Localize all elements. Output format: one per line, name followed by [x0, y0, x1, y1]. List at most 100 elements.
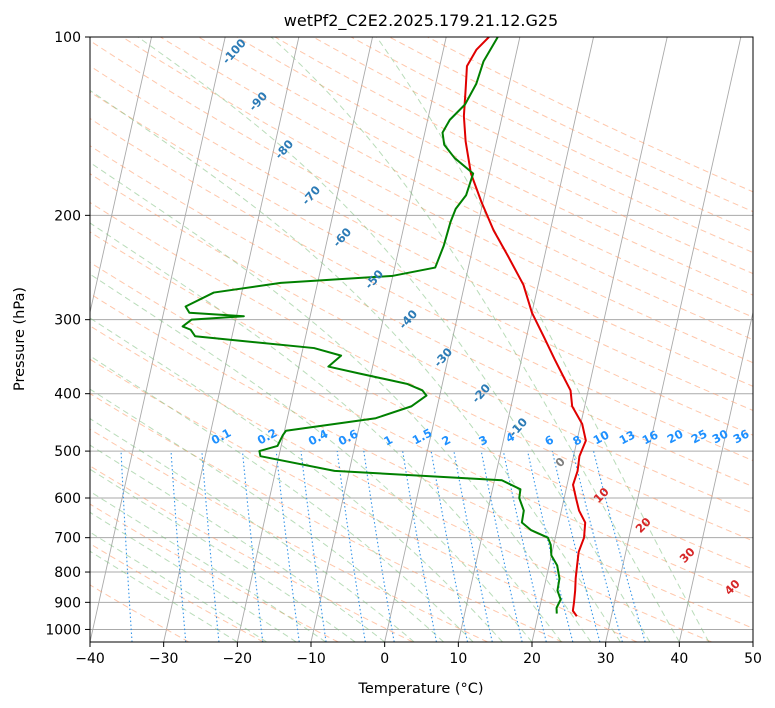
dry-adiabat [90, 465, 414, 642]
x-tick-label: 30 [597, 651, 615, 667]
y-tick-label: 500 [54, 444, 81, 460]
isotherm--40 [90, 37, 226, 642]
isotherm-10 [457, 37, 594, 642]
moist-adiabat-label: 40 [722, 577, 743, 598]
isotherm--20 [236, 37, 373, 642]
y-tick-label: 200 [54, 208, 81, 224]
mixing-ratio-label: 25 [689, 427, 710, 447]
chart-title: wetPf2_C2E2.2025.179.21.12.G25 [284, 11, 558, 31]
isotherm-30 [605, 37, 742, 642]
dry-adiabat-lines [90, 37, 753, 642]
inline-line-labels: -100-90-80-70-60-50-40-30-20-100.1 0.2 0.4… [209, 36, 752, 598]
moist-adiabat [270, 37, 680, 642]
moist-adiabat [90, 468, 356, 642]
moist-adiabat [376, 37, 710, 642]
dry-adiabat [90, 173, 753, 514]
dry-adiabat-label: -90 [246, 89, 270, 114]
mixing-ratio-label: 1.5 [410, 426, 435, 448]
y-tick-label: 800 [54, 565, 81, 581]
dry-adiabat [90, 584, 190, 642]
moist-adiabat [90, 418, 415, 642]
dry-adiabat [90, 201, 753, 542]
dry-adiabat-label: -40 [396, 307, 420, 332]
isotherm-0 [384, 37, 521, 642]
x-tick-label: −40 [75, 651, 105, 667]
isobar-gridlines [90, 37, 753, 630]
dry-adiabat [90, 428, 488, 642]
mixing-ratio-label: 3 [476, 432, 490, 448]
mixing-ratio-label: 0.4 [306, 427, 331, 449]
mixing-ratio-label: 1 [381, 432, 395, 448]
moist-adiabat [90, 388, 444, 642]
sounding-series [181, 37, 587, 617]
moist-adiabat [90, 89, 621, 642]
mixing-ratio-line [502, 450, 547, 642]
y-tick-label: 1000 [45, 622, 81, 638]
dry-adiabat [90, 293, 753, 629]
moist-adiabat-label: 30 [677, 545, 698, 566]
mixing-ratio-lines [120, 450, 646, 642]
dry-adiabat [90, 65, 753, 411]
moist-adiabat [90, 273, 533, 642]
mixing-ratio-line [551, 450, 601, 642]
mixing-ratio-line [201, 451, 220, 642]
mixing-ratio-line [275, 451, 300, 642]
isotherm-40 [678, 310, 753, 642]
mixing-ratio-label: 36 [731, 427, 752, 447]
moist-adiabat [137, 37, 651, 642]
dry-adiabat-label: -70 [299, 183, 323, 208]
x-tick-label: 10 [449, 651, 467, 667]
isotherm-gridlines [0, 37, 753, 642]
dry-adiabat [90, 503, 339, 642]
dry-adiabat-label: -60 [330, 225, 354, 250]
y-tick-label: 300 [54, 313, 81, 329]
isotherm--70 [0, 37, 4, 642]
dry-adiabat [90, 40, 753, 387]
x-tick-label: 20 [523, 651, 541, 667]
moist-adiabat-label: 10 [591, 485, 612, 506]
y-axis-label: Pressure (hPa) [12, 287, 28, 391]
moist-adiabat-label: 0 [552, 454, 568, 470]
moist-adiabat-lines [90, 37, 710, 642]
y-tick-label: 900 [54, 595, 81, 611]
y-tick-label: 400 [54, 387, 81, 403]
mixing-ratio-label: 10 [591, 428, 612, 448]
mixing-ratio-line [453, 451, 493, 642]
mixing-ratio-label: 20 [665, 427, 686, 447]
dry-adiabat [90, 117, 753, 462]
mixing-ratio-line [480, 450, 523, 642]
mixing-ratio-line [336, 451, 366, 642]
y-tick-label: 600 [54, 491, 81, 507]
isotherm-50 [752, 639, 753, 642]
dry-adiabat [90, 358, 638, 642]
mixing-ratio-label: 13 [617, 428, 638, 448]
moist-adiabat [90, 531, 268, 642]
temperature-line [462, 37, 587, 617]
mixing-ratio-label: 6 [542, 432, 556, 448]
mixing-ratio-label: 0.1 [209, 426, 234, 448]
dry-adiabat [312, 37, 753, 254]
y-tick-label: 700 [54, 531, 81, 547]
dry-adiabat [90, 261, 753, 599]
plot-area [0, 37, 753, 642]
mixing-ratio-label: 30 [710, 427, 731, 447]
x-axis-label: Temperature (°C) [357, 681, 483, 697]
moist-adiabat [90, 444, 385, 642]
x-tick-label: −20 [223, 651, 253, 667]
dry-adiabat [90, 145, 753, 488]
mixing-ratio-line [527, 450, 574, 642]
dry-adiabat-label: -100 [219, 36, 249, 67]
plot-frame [89, 36, 754, 643]
x-tick-label: 50 [744, 651, 762, 667]
x-tick-label: 40 [670, 651, 688, 667]
moist-adiabat [90, 511, 297, 642]
x-axis-ticks: −40 −30 −20 −10 0 10 20 30 40 50 [75, 642, 762, 667]
dry-adiabat [160, 37, 753, 341]
dry-adiabat-label: -30 [431, 345, 455, 370]
mixing-ratio-line [430, 451, 469, 642]
mixing-ratio-label: 8 [570, 432, 584, 448]
isotherm--50 [90, 37, 152, 315]
dewpoint-line [181, 37, 562, 614]
mixing-ratio-label: 2 [439, 432, 453, 448]
